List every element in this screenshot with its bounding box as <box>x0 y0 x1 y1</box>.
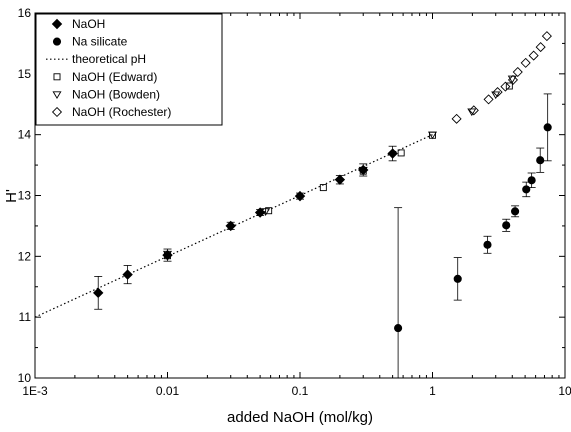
y-tick-label: 10 <box>18 371 32 385</box>
point-naoh-rochester <box>528 50 539 61</box>
point-naoh-rochester <box>520 57 531 68</box>
point-naoh-edward <box>505 82 513 90</box>
legend-marker-naoh-bowden <box>52 91 62 100</box>
y-tick-label: 13 <box>18 189 32 203</box>
point-na-silicate <box>511 207 520 216</box>
point-na-silicate <box>536 156 545 165</box>
point-naoh-rochester <box>451 113 462 124</box>
legend-label-theoretical-ph: theoretical pH <box>72 52 146 66</box>
point-naoh-edward <box>319 184 327 192</box>
axis-ticks: 10 11 12 13 14 15 16 1E-3 0.01 0.1 1 10 <box>18 6 571 398</box>
point-naoh-rochester <box>541 31 552 42</box>
y-axis-label: H' <box>3 189 20 203</box>
x-tick-label: 1E-3 <box>22 384 48 398</box>
legend-label-naoh-bowden: NaOH (Bowden) <box>72 87 160 101</box>
legend-label-naoh-rochester: NaOH (Rochester) <box>72 105 171 119</box>
y-tick-label: 11 <box>19 310 32 324</box>
point-naoh <box>225 220 236 232</box>
point-naoh <box>334 174 346 185</box>
point-naoh <box>294 190 306 202</box>
point-naoh <box>254 207 266 218</box>
theory-line-layer <box>34 134 433 318</box>
y-tick-label: 16 <box>18 6 32 20</box>
legend-marker-naoh-rochester <box>51 106 63 118</box>
x-tick-label: 10 <box>558 384 571 398</box>
point-naoh-rochester <box>535 42 546 53</box>
point-naoh <box>358 164 369 176</box>
point-na-silicate <box>502 221 511 230</box>
legend-label-naoh-edward: NaOH (Edward) <box>72 70 157 84</box>
legend-label-naoh: NaOH <box>72 17 105 31</box>
point-naoh-rochester <box>492 87 503 98</box>
point-naoh-rochester <box>512 66 523 78</box>
point-na-silicate <box>453 274 462 283</box>
error-bar-layer <box>94 93 552 379</box>
x-tick-label: 0.01 <box>156 384 180 398</box>
point-na-silicate <box>543 123 552 132</box>
point-na-silicate <box>522 185 531 194</box>
point-naoh <box>162 249 173 261</box>
point-naoh-bowden <box>467 108 477 117</box>
legend: NaOH Na silicate theoretical pH NaOH (Edwar… <box>35 13 223 126</box>
point-naoh <box>387 148 398 159</box>
legend-label-na-silicate: Na silicate <box>72 35 128 49</box>
y-tick-label: 12 <box>18 249 32 263</box>
point-naoh-rochester <box>483 94 494 105</box>
point-naoh-rochester <box>507 74 519 85</box>
legend-marker-na-silicate <box>52 37 62 46</box>
theoretical-ph-line <box>34 134 433 318</box>
y-tick-label: 14 <box>18 128 32 142</box>
x-tick-label: 0.1 <box>292 384 309 398</box>
point-naoh-bowden <box>427 131 438 140</box>
point-naoh-edward <box>397 149 405 157</box>
point-naoh <box>93 287 104 299</box>
point-naoh-rochester <box>468 105 479 116</box>
point-na-silicate <box>483 240 492 249</box>
x-axis-label: added NaOH (mol/kg) <box>227 409 373 426</box>
x-tick-label: 1 <box>429 384 436 398</box>
point-naoh <box>122 269 133 280</box>
legend-marker-naoh <box>51 18 63 30</box>
legend-marker-naoh-edward <box>53 73 61 81</box>
legend-box <box>35 13 223 126</box>
point-naoh-edward <box>265 207 273 215</box>
point-na-silicate <box>527 176 536 185</box>
point-layer <box>93 31 552 333</box>
point-naoh-bowden <box>491 91 501 100</box>
y-tick-label: 15 <box>18 67 32 81</box>
point-na-silicate <box>394 324 403 333</box>
point-naoh-rochester <box>500 81 511 92</box>
